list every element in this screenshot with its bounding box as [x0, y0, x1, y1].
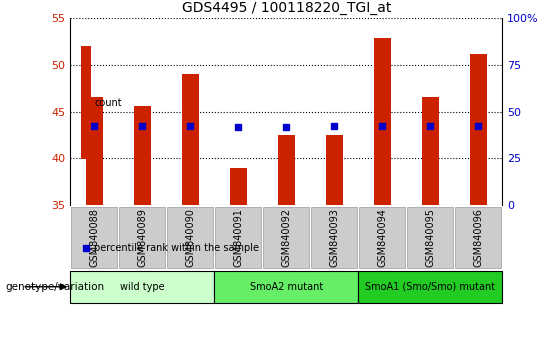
Text: GSM840089: GSM840089 [137, 208, 147, 267]
Bar [86, 97, 103, 205]
Text: GSM840090: GSM840090 [185, 208, 195, 267]
FancyBboxPatch shape [70, 271, 214, 303]
FancyBboxPatch shape [407, 207, 453, 268]
FancyBboxPatch shape [215, 207, 261, 268]
FancyBboxPatch shape [71, 207, 117, 268]
Text: wild type: wild type [120, 282, 165, 292]
Text: SmoA2 mutant: SmoA2 mutant [249, 282, 323, 292]
Text: GSM840088: GSM840088 [89, 208, 99, 267]
Bar [230, 168, 247, 205]
Text: GSM840095: GSM840095 [425, 208, 435, 267]
Bar [470, 54, 487, 205]
Text: GSM840093: GSM840093 [329, 208, 339, 267]
Text: GSM840096: GSM840096 [473, 208, 483, 267]
Text: GSM840094: GSM840094 [377, 208, 387, 267]
Bar [134, 106, 151, 205]
FancyBboxPatch shape [455, 207, 501, 268]
Title: GDS4495 / 100118220_TGI_at: GDS4495 / 100118220_TGI_at [181, 1, 391, 15]
Bar [374, 38, 390, 205]
Text: GSM840092: GSM840092 [281, 208, 291, 267]
Text: genotype/variation: genotype/variation [5, 282, 105, 292]
FancyBboxPatch shape [359, 207, 405, 268]
Bar [81, 46, 91, 159]
FancyBboxPatch shape [358, 271, 502, 303]
Bar [278, 135, 295, 205]
FancyBboxPatch shape [119, 207, 165, 268]
Bar [326, 135, 342, 205]
Bar [182, 74, 199, 205]
FancyBboxPatch shape [263, 207, 309, 268]
FancyBboxPatch shape [167, 207, 213, 268]
FancyBboxPatch shape [214, 271, 358, 303]
FancyBboxPatch shape [311, 207, 357, 268]
Text: percentile rank within the sample: percentile rank within the sample [94, 243, 260, 253]
Text: GSM840091: GSM840091 [233, 208, 243, 267]
Text: count: count [94, 98, 122, 108]
Text: SmoA1 (Smo/Smo) mutant: SmoA1 (Smo/Smo) mutant [365, 282, 495, 292]
Bar [422, 97, 438, 205]
